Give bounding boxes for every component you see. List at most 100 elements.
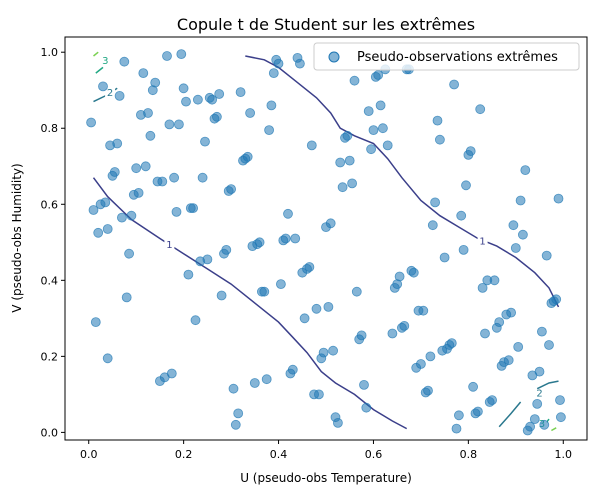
data-point [451, 423, 462, 434]
x-axis: 0.0 0.2 0.4 0.6 0.8 1.0 [80, 440, 572, 461]
y-tick-label: 0.6 [41, 198, 59, 211]
data-point [515, 195, 526, 206]
contour-line-level-3 [95, 66, 104, 74]
data-point [494, 317, 505, 328]
data-point [178, 83, 189, 94]
data-point [347, 178, 358, 189]
y-tick-label: 0.2 [41, 350, 59, 363]
data-point [264, 125, 275, 136]
data-point [541, 250, 552, 261]
data-point [145, 130, 156, 141]
data-point [221, 244, 232, 255]
data-point [214, 89, 225, 99]
data-point [150, 77, 161, 88]
data-point [90, 317, 101, 328]
data-point [235, 87, 246, 97]
data-point [510, 243, 521, 253]
data-point [313, 389, 324, 400]
data-point [121, 292, 132, 303]
data-point [283, 208, 293, 219]
data-point [427, 220, 438, 231]
data-point [280, 233, 291, 244]
data-point [544, 340, 554, 350]
contour-label-bg [100, 52, 111, 66]
data-point [434, 134, 445, 145]
data-point [245, 108, 256, 118]
data-point [513, 341, 524, 352]
data-point [273, 58, 284, 69]
data-point [230, 419, 241, 430]
contour-label-bg [105, 85, 116, 99]
contour-layer: 112233 [92, 51, 560, 432]
data-point [124, 248, 135, 259]
data-point [408, 267, 419, 278]
contour-label-bg [477, 233, 488, 247]
contour-label: 1 [166, 240, 172, 251]
data-point [368, 125, 379, 136]
data-point [465, 146, 476, 157]
legend-marker [328, 51, 340, 63]
data-point [112, 138, 123, 149]
data-point [268, 68, 279, 78]
data-point [254, 237, 265, 248]
data-point [266, 100, 277, 111]
data-point [299, 313, 310, 324]
data-point [449, 79, 460, 90]
y-axis-label: V (pseudo-obs Humidity) [10, 163, 24, 312]
x-tick-label: 0.4 [270, 448, 288, 461]
data-point [157, 176, 168, 187]
data-point [100, 197, 111, 208]
data-point [249, 378, 260, 388]
contour-line-level-1 [245, 55, 560, 308]
data-point [287, 364, 298, 375]
data-point [306, 140, 317, 151]
data-point [275, 279, 286, 290]
data-point [553, 193, 564, 204]
data-point [133, 187, 144, 198]
axes-frame [64, 36, 588, 441]
data-point [197, 172, 208, 183]
data-point [555, 395, 565, 406]
x-tick-label: 0.6 [365, 448, 383, 461]
data-point [453, 410, 464, 421]
data-point [382, 140, 393, 151]
y-axis: 0.0 0.2 0.4 0.6 0.8 1.0 [41, 46, 65, 439]
data-point [508, 220, 519, 231]
data-point [430, 197, 441, 208]
data-point [190, 315, 201, 326]
data-point [377, 123, 388, 134]
data-point [86, 117, 96, 128]
data-point [216, 290, 227, 301]
contour-line-level-2 [536, 380, 559, 390]
data-point [477, 282, 488, 293]
data-point [480, 328, 490, 339]
legend-label: Pseudo-observations extrêmes [357, 50, 558, 65]
data-point [318, 347, 329, 358]
chart-title: Copule t de Student sur les extrêmes [177, 15, 475, 34]
data-point [361, 402, 372, 413]
data-point [363, 106, 374, 116]
data-point [532, 398, 543, 409]
y-tick-label: 0.4 [41, 274, 59, 287]
data-point [126, 210, 137, 221]
data-point [183, 269, 194, 280]
data-point [394, 271, 405, 282]
data-point [520, 165, 531, 176]
x-tick-label: 0.2 [175, 448, 193, 461]
data-point [344, 155, 355, 166]
data-point [342, 130, 353, 141]
data-point [423, 385, 433, 396]
data-point [162, 51, 172, 61]
data-point [143, 108, 153, 118]
data-point [259, 286, 270, 297]
data-point [294, 58, 305, 69]
data-point [349, 75, 360, 86]
data-point [387, 328, 398, 339]
data-point [328, 345, 339, 356]
contour-line-level-4 [551, 427, 557, 432]
data-point [503, 355, 514, 366]
data-point [169, 172, 180, 183]
data-point [102, 224, 113, 234]
data-point [171, 206, 182, 217]
y-tick-label: 0.8 [41, 122, 59, 135]
